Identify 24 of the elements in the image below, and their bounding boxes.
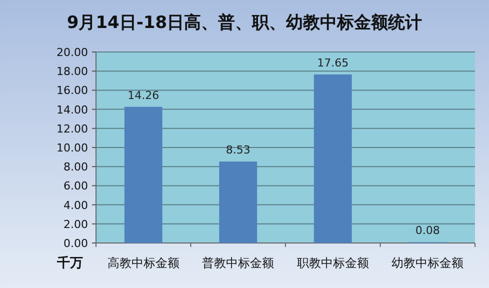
- y-tick-label: 20.00: [56, 46, 88, 59]
- y-tick-label: 18.00: [56, 65, 88, 78]
- x-tick-label: 职教中标金额: [296, 256, 369, 270]
- y-axis-title: 千万: [56, 255, 83, 271]
- data-label: 0.08: [415, 224, 440, 238]
- y-tick-label: 2.00: [64, 218, 88, 231]
- y-tick-label: 0.00: [64, 237, 88, 250]
- x-tick-label: 普教中标金额: [202, 256, 274, 270]
- bar: [314, 74, 352, 243]
- data-label: 8.53: [226, 144, 250, 157]
- x-tick-label: 高教中标金额: [107, 256, 180, 270]
- y-tick-label: 10.00: [56, 142, 88, 154]
- y-tick-label: 16.00: [56, 84, 88, 98]
- x-tick-label: 幼教中标金额: [392, 256, 464, 270]
- bar: [124, 106, 162, 243]
- y-tick-label: 12.00: [56, 122, 88, 136]
- chart-title: 9月14日-18日高、普、职、幼教中标金额统计: [66, 12, 422, 33]
- y-tick-label: 8.00: [64, 160, 88, 174]
- y-tick-label: 4.00: [64, 198, 88, 212]
- data-label: 17.65: [317, 56, 349, 70]
- data-label: 14.26: [128, 88, 160, 102]
- y-tick-label: 14.00: [56, 103, 88, 116]
- bar: [219, 162, 258, 243]
- y-tick-label: 6.00: [64, 180, 88, 193]
